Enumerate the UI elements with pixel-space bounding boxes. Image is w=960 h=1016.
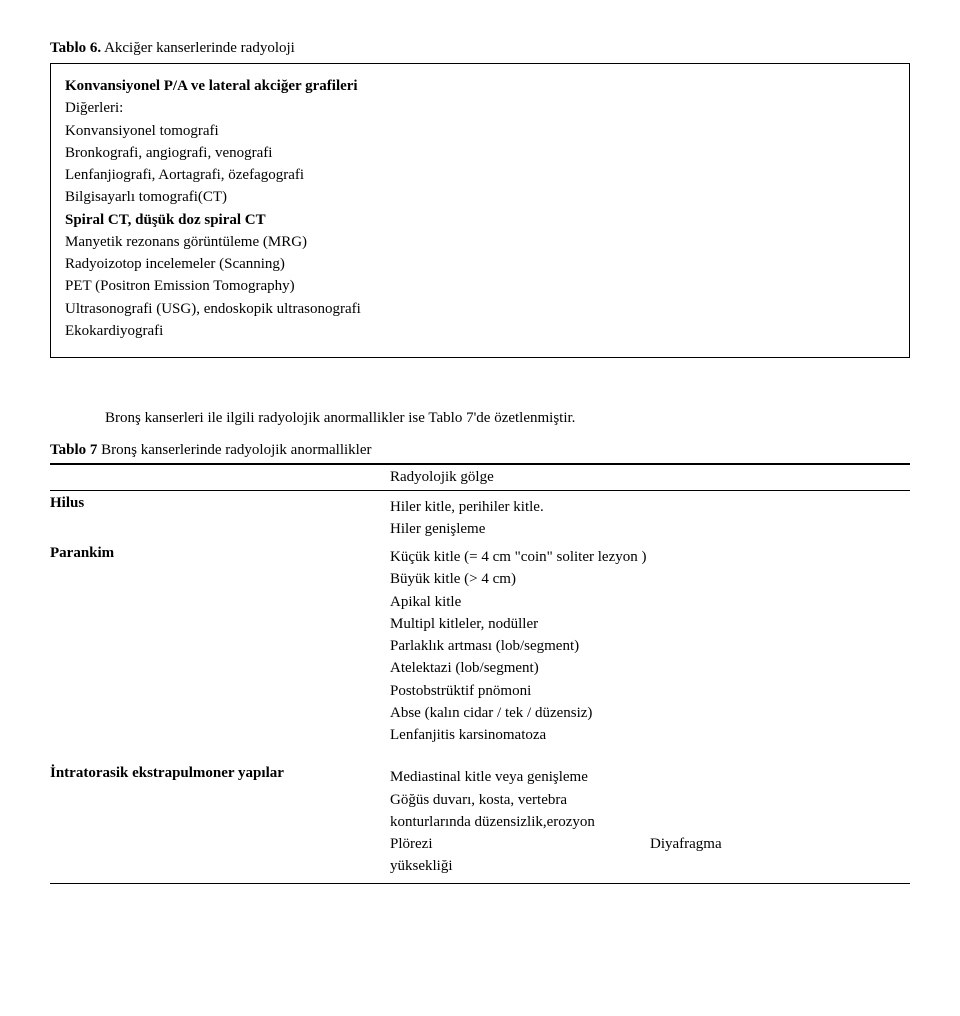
table6-s1-item: Diğerleri:	[65, 98, 895, 118]
intro-line: Bronş kanserleri ile ilgili radyolojik a…	[105, 408, 910, 428]
table7-title: Tablo 7 Bronş kanserlerinde radyolojik a…	[50, 440, 910, 460]
table7-header-right: Radyolojik gölge	[390, 469, 910, 486]
table6-title: Tablo 6. Akciğer kanserlerinde radyoloji	[50, 40, 910, 57]
table7-cell: Hiler genişleme	[390, 519, 910, 539]
table6-section2-title: Spiral CT, düşük doz spiral CT	[65, 210, 895, 230]
table6-title-prefix: Tablo 6.	[50, 40, 101, 56]
table7-title-rest: Bronş kanserlerinde radyolojik anormalli…	[97, 442, 371, 458]
table7-row-right: Hiler kitle, perihiler kitle. Hiler geni…	[390, 495, 910, 542]
table7-cell: Lenfanjitis karsinomatoza	[390, 725, 910, 745]
table6-s2-item: Ultrasonografi (USG), endoskopik ultraso…	[65, 299, 895, 319]
table7-trail-right: Diyafragma	[650, 834, 722, 854]
table7-trail-left: Plörezi	[390, 834, 650, 854]
table6-s1-item: Konvansiyonel tomografi	[65, 121, 895, 141]
table7-cell: Mediastinal kitle veya genişleme	[390, 767, 910, 787]
table7-cell: Atelektazi (lob/segment)	[390, 658, 910, 678]
table7-cell: Plörezi Diyafragma	[390, 834, 910, 854]
table7-header-row: Radyolojik gölge	[50, 463, 910, 491]
table7-cell: Küçük kitle (= 4 cm "coin" soliter lezyo…	[390, 547, 910, 567]
table7-header-left	[50, 469, 390, 486]
table7-bottom-rule	[50, 883, 910, 884]
table7-row-right: Mediastinal kitle veya genişleme Göğüs d…	[390, 765, 910, 878]
table7-cell: Multipl kitleler, nodüller	[390, 614, 910, 634]
table7-cell: Göğüs duvarı, kosta, vertebra	[390, 790, 910, 810]
table7-cell: Postobstrüktif pnömoni	[390, 681, 910, 701]
table7-cell: Parlaklık artması (lob/segment)	[390, 636, 910, 656]
table7-cell: Apikal kitle	[390, 592, 910, 612]
table6-s1-item: Bronkografi, angiografi, venografi	[65, 143, 895, 163]
table7-row-left: Hilus	[50, 495, 390, 542]
table6-s2-item: PET (Positron Emission Tomography)	[65, 276, 895, 296]
table6-s1-sub: Bilgisayarlı tomografi(CT)	[65, 187, 895, 207]
table6-box: Konvansiyonel P/A ve lateral akciğer gra…	[50, 63, 910, 358]
table7-cell: konturlarında düzensizlik,erozyon	[390, 812, 910, 832]
table7-cell: Hiler kitle, perihiler kitle.	[390, 497, 910, 517]
table6-s2-item: Ekokardiyografi	[65, 321, 895, 341]
table7-row: Parankim Küçük kitle (= 4 cm "coin" soli…	[50, 545, 910, 751]
table7-cell: Büyük kitle (> 4 cm)	[390, 569, 910, 589]
table7-cell: yüksekliği	[390, 856, 910, 876]
table6-title-rest: Akciğer kanserlerinde radyoloji	[101, 40, 295, 56]
table7-row: İntratorasik ekstrapulmoner yapılar Medi…	[50, 761, 910, 882]
table6-s2-item: Radyoizotop incelemeler (Scanning)	[65, 254, 895, 274]
table6-section1-title: Konvansiyonel P/A ve lateral akciğer gra…	[65, 76, 895, 96]
table6-s2-item: Manyetik rezonans görüntüleme (MRG)	[65, 232, 895, 252]
table7-row-right: Küçük kitle (= 4 cm "coin" soliter lezyo…	[390, 545, 910, 747]
table7-row-left: İntratorasik ekstrapulmoner yapılar	[50, 765, 390, 878]
table7-row-left: Parankim	[50, 545, 390, 747]
table7-row: Hilus Hiler kitle, perihiler kitle. Hile…	[50, 491, 910, 546]
table7-cell: Abse (kalın cidar / tek / düzensiz)	[390, 703, 910, 723]
table7-title-prefix: Tablo 7	[50, 442, 97, 458]
table6-s1-item: Lenfanjiografi, Aortagrafi, özefagografi	[65, 165, 895, 185]
